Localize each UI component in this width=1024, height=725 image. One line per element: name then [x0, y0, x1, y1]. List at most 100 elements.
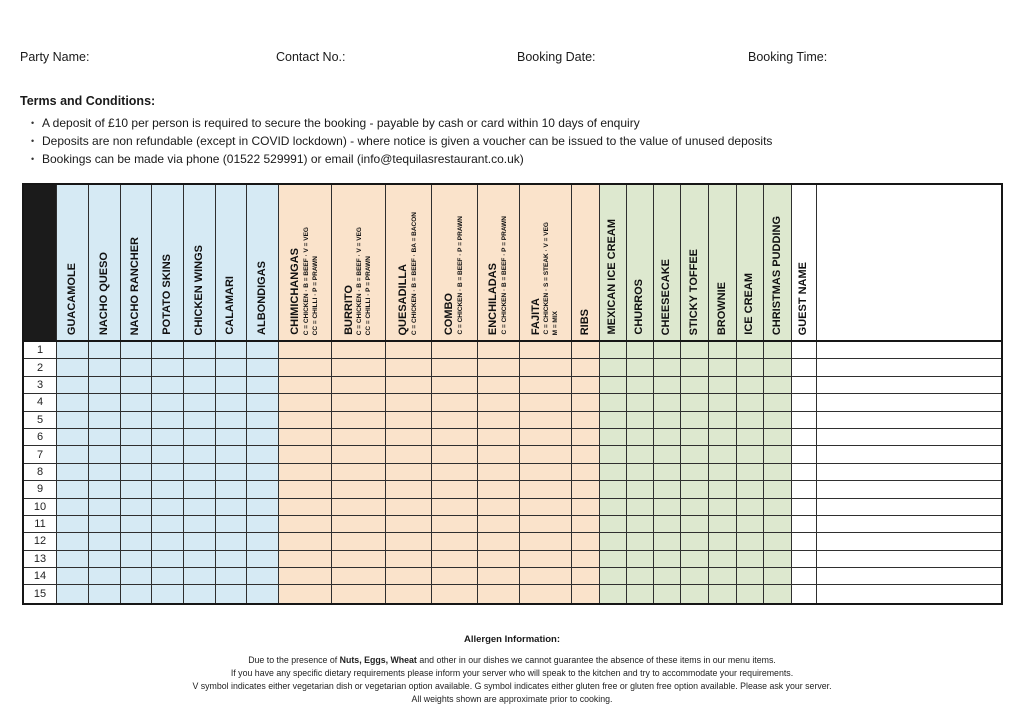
order-cell-churros: [627, 585, 654, 603]
order-cell-potato-skins: [152, 498, 184, 515]
order-cell-chicken-wings: [184, 359, 216, 376]
order-cell-mexican-ice-cream: [600, 498, 627, 515]
table-row: 8: [24, 463, 1001, 482]
order-cell-combo: [432, 533, 478, 550]
order-cell-nacho-queso: [89, 585, 121, 603]
order-cell-guest-name: [792, 394, 817, 411]
order-cell-potato-skins: [152, 463, 184, 481]
column-sublabel: M = MIX: [552, 310, 560, 335]
order-cell-calamari: [216, 446, 247, 463]
order-cell-quesadilla: [386, 428, 432, 446]
order-cell-churros: [627, 428, 654, 446]
order-cell-sticky-toffee: [681, 585, 709, 603]
order-cell-nacho-rancher: [121, 585, 152, 603]
order-cell-albondigas: [247, 394, 279, 411]
order-cell-ribs: [572, 533, 600, 550]
order-cell-chimichangas: [279, 515, 332, 533]
order-cell-guest-name: [792, 446, 817, 463]
order-cell-burrito: [332, 550, 386, 568]
order-cell-sticky-toffee: [681, 446, 709, 463]
order-cell-brownie: [709, 498, 737, 515]
order-cell-ribs: [572, 498, 600, 515]
order-cell-churros: [627, 342, 654, 359]
order-cell-nacho-queso: [89, 446, 121, 463]
order-cell-enchiladas: [478, 550, 520, 568]
column-label: STICKY TOFFEE: [687, 248, 700, 335]
table-row: 11: [24, 515, 1001, 534]
table-row: 3: [24, 376, 1001, 395]
order-cell-combo: [432, 411, 478, 428]
order-cell-ice-cream: [737, 585, 764, 603]
order-cell-burrito: [332, 376, 386, 394]
order-cell-guacamole: [57, 394, 89, 411]
table-header-row: GUACAMOLE NACHO QUESO NACHO RANCHER POTATO …: [24, 185, 1001, 342]
order-cell-churros: [627, 498, 654, 515]
order-cell-nacho-rancher: [121, 550, 152, 568]
allergen-line-dietary: If you have any specific dietary require…: [230, 668, 794, 678]
order-cell-brownie: [709, 550, 737, 568]
order-cell-churros: [627, 376, 654, 394]
order-cell-calamari: [216, 428, 247, 446]
order-cell-ribs: [572, 550, 600, 568]
order-cell-christmas-pudding: [764, 568, 792, 585]
order-cell-albondigas: [247, 568, 279, 585]
order-cell-enchiladas: [478, 568, 520, 585]
order-cell-chicken-wings: [184, 428, 216, 446]
order-cell-chimichangas: [279, 568, 332, 585]
column-label: CHICKEN WINGS: [192, 244, 205, 335]
column-header-churros: CHURROS: [627, 185, 654, 340]
order-cell-sticky-toffee: [681, 481, 709, 498]
terms-bullet-contact: Bookings can be made via phone (01522 52…: [20, 150, 772, 168]
order-cell-churros: [627, 550, 654, 568]
terms-bullet-deposit: A deposit of £10 per person is required …: [20, 114, 772, 132]
order-cell-guacamole: [57, 463, 89, 481]
order-cell-nacho-rancher: [121, 411, 152, 428]
order-cell-quesadilla: [386, 498, 432, 515]
column-header-combo: COMBO C = CHICKEN · B = BEEF · P = PRAWN: [432, 185, 478, 340]
order-cell-chimichangas: [279, 585, 332, 603]
column-label: BROWNIE: [715, 281, 728, 335]
order-cell-chimichangas: [279, 550, 332, 568]
order-cell-quesadilla: [386, 376, 432, 394]
order-cell-sticky-toffee: [681, 463, 709, 481]
order-cell-albondigas: [247, 463, 279, 481]
order-cell-churros: [627, 533, 654, 550]
order-cell-nacho-rancher: [121, 533, 152, 550]
order-cell-burrito: [332, 342, 386, 359]
order-cell-mexican-ice-cream: [600, 550, 627, 568]
table-row: 9: [24, 481, 1001, 499]
column-label: CHEESECAKE: [660, 258, 673, 335]
column-header-cheesecake: CHEESECAKE: [654, 185, 681, 340]
order-cell-calamari: [216, 585, 247, 603]
order-cell-churros: [627, 394, 654, 411]
order-cell-guest-name: [792, 359, 817, 376]
booking-time-label: Booking Time:: [748, 50, 828, 64]
order-cell-nacho-queso: [89, 359, 121, 376]
order-cell-chicken-wings: [184, 463, 216, 481]
order-cell-chimichangas: [279, 428, 332, 446]
order-cell-guest-name: [792, 515, 817, 533]
column-label: POTATO SKINS: [160, 254, 173, 335]
allergen-line-presence: Due to the presence of Nuts, Eggs, Wheat…: [248, 655, 776, 665]
column-header-nacho-queso: NACHO QUESO: [89, 185, 121, 340]
order-cell-brownie: [709, 376, 737, 394]
order-cell-guacamole: [57, 515, 89, 533]
order-cell-sticky-toffee: [681, 359, 709, 376]
order-cell-ice-cream: [737, 463, 764, 481]
order-cell-fajita: [520, 428, 572, 446]
order-cell-brownie: [709, 411, 737, 428]
order-cell-combo: [432, 376, 478, 394]
order-cell-sticky-toffee: [681, 515, 709, 533]
order-cell-albondigas: [247, 376, 279, 394]
order-cell-ribs: [572, 585, 600, 603]
order-cell-nacho-rancher: [121, 463, 152, 481]
order-cell-potato-skins: [152, 585, 184, 603]
order-cell-potato-skins: [152, 568, 184, 585]
order-cell-mexican-ice-cream: [600, 533, 627, 550]
column-label: ICE CREAM: [743, 273, 756, 335]
order-cell-ice-cream: [737, 342, 764, 359]
row-number: 3: [24, 376, 57, 394]
booking-date-label: Booking Date:: [517, 50, 596, 64]
order-cell-calamari: [216, 550, 247, 568]
